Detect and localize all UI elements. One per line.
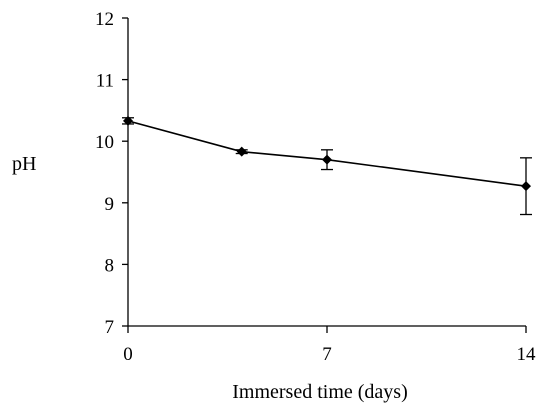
x-axis-ticks: 0 7 14 bbox=[123, 326, 536, 365]
data-point bbox=[236, 146, 247, 157]
x-tick-label: 0 bbox=[123, 344, 133, 365]
series-group bbox=[122, 115, 532, 216]
y-axis-ticks: 7 8 9 10 11 12 bbox=[95, 9, 128, 338]
y-tick-label: 12 bbox=[95, 9, 114, 30]
data-point bbox=[123, 115, 133, 126]
y-axis-title: pH bbox=[12, 153, 36, 175]
y-tick-label: 7 bbox=[105, 317, 115, 338]
data-point bbox=[521, 181, 531, 192]
y-tick-label: 8 bbox=[105, 255, 115, 276]
y-tick-label: 9 bbox=[105, 194, 115, 215]
series-line bbox=[127, 120, 527, 187]
y-tick-label: 11 bbox=[96, 71, 114, 92]
y-tick-label: 10 bbox=[95, 132, 114, 153]
data-point bbox=[322, 154, 332, 165]
x-tick-label: 14 bbox=[517, 344, 537, 365]
x-axis-title: Immersed time (days) bbox=[232, 381, 408, 403]
axes bbox=[127, 18, 526, 327]
x-tick-label: 7 bbox=[322, 344, 332, 365]
